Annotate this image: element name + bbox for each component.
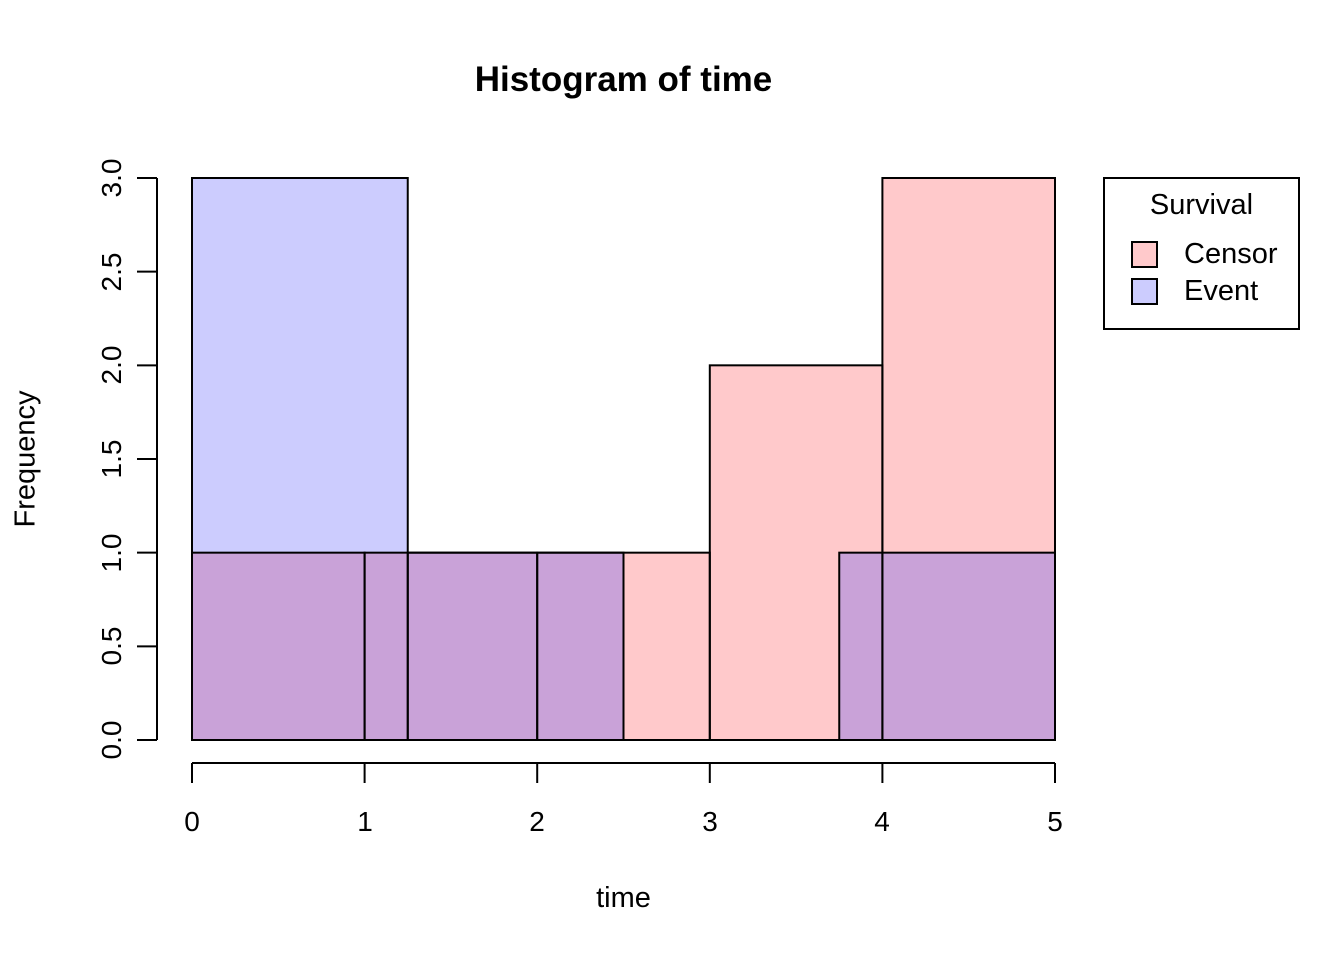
y-tick-label-0: 0.0 — [96, 720, 127, 760]
x-tick-label-5: 5 — [1047, 806, 1063, 837]
y-tick-label-2: 1.0 — [96, 533, 127, 573]
legend-title: Survival — [1149, 189, 1254, 221]
event-bar-outline — [838, 551, 1056, 742]
x-tick-label-1: 1 — [357, 806, 373, 837]
y-tick-label-6: 3.0 — [96, 158, 127, 198]
event-swatch-icon — [1131, 278, 1158, 305]
event-bar-outline — [191, 177, 409, 741]
overlap-region-fill — [364, 552, 408, 740]
chart-title: Histogram of time — [474, 60, 773, 99]
x-axis-title: time — [596, 882, 651, 914]
x-tick-label-4: 4 — [874, 806, 890, 837]
x-tick-label-2: 2 — [529, 806, 545, 837]
censor-swatch-icon — [1131, 241, 1158, 268]
overlap-region-fill — [192, 552, 365, 740]
overlap-region-fill — [882, 552, 1055, 740]
x-tick-label-0: 0 — [184, 806, 200, 837]
y-tick-label-3: 1.5 — [96, 439, 127, 479]
y-tick-label-1: 0.5 — [96, 626, 127, 666]
legend-box: Survival Censor Event — [1103, 177, 1300, 330]
overlap-region-fill — [407, 552, 538, 740]
x-tick-label-3: 3 — [702, 806, 718, 837]
legend-entry-censor: Censor — [1131, 238, 1278, 270]
y-tick-label-5: 2.5 — [96, 252, 127, 292]
legend-entry-event: Event — [1131, 275, 1259, 307]
y-axis-title: Frequency — [9, 390, 42, 528]
overlap-region-fill — [839, 552, 883, 740]
event-bar-outline — [406, 551, 625, 742]
legend-entry-label: Event — [1184, 275, 1259, 307]
y-tick-label-4: 2.0 — [96, 345, 127, 385]
overlap-region-fill — [537, 552, 624, 740]
legend-entry-label: Censor — [1184, 238, 1278, 270]
